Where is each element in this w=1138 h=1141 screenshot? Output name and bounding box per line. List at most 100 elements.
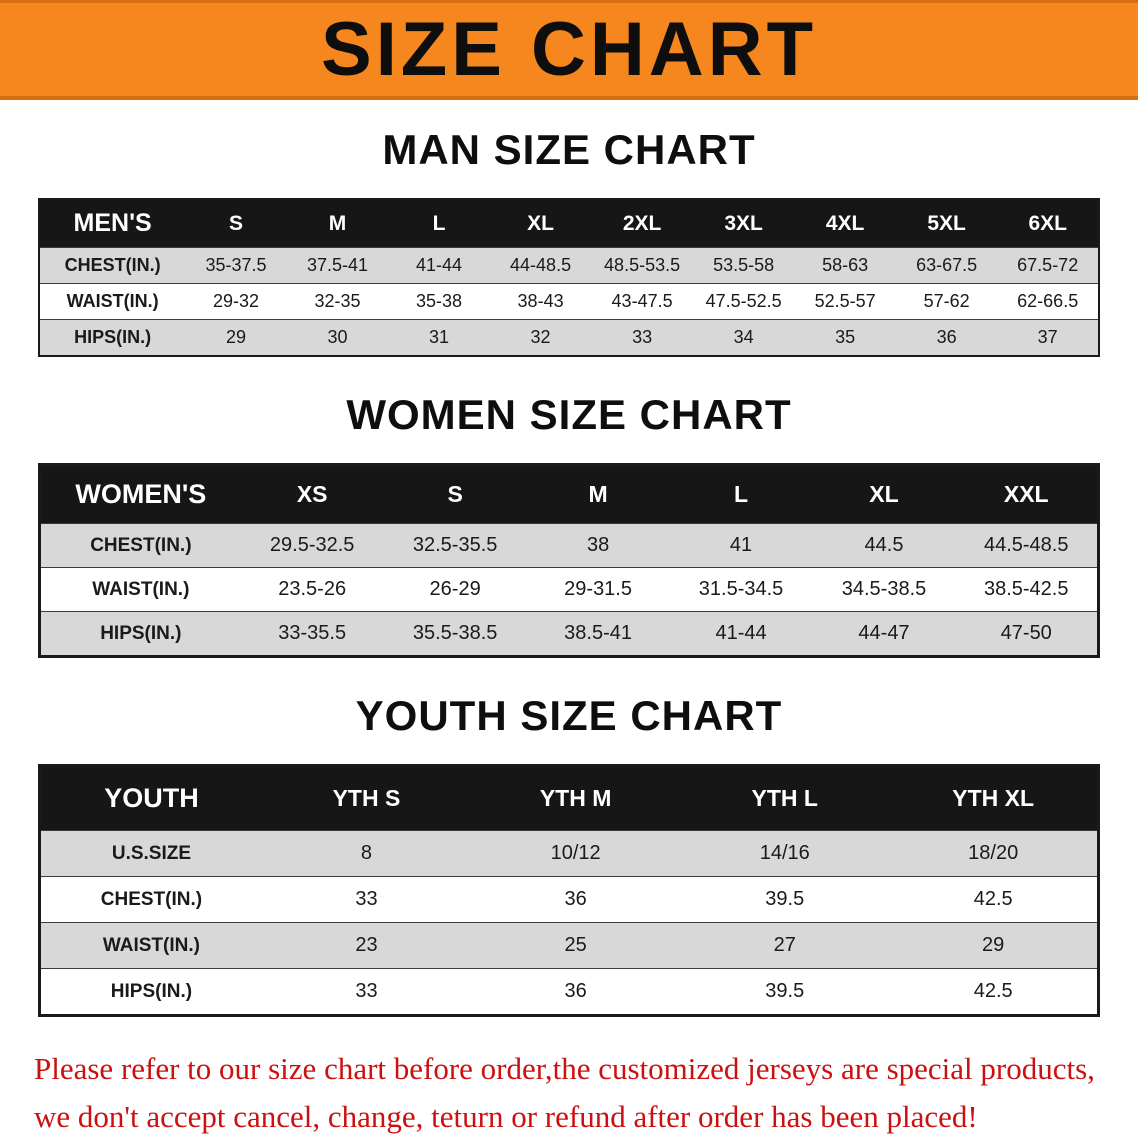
value-cell: 37: [1037, 327, 1058, 347]
size-column-header: M: [526, 464, 670, 524]
value-cell: 29: [982, 934, 1005, 956]
size-column-header: YTH L: [680, 765, 890, 831]
table-row: HIPS(IN.) 29 30 31 32 33 34 35 36 37: [39, 319, 1099, 356]
value-cell: 30: [327, 327, 348, 347]
size-column-header: YTH XL: [889, 765, 1099, 831]
size-column-header: XL: [812, 464, 956, 524]
value-cell: 36: [564, 888, 587, 910]
value-cell: 31: [429, 327, 450, 347]
row-label-cell: WAIST(IN.): [102, 934, 200, 956]
value-cell: 58-63: [822, 255, 869, 275]
size-chart-banner: SIZE CHART: [0, 0, 1138, 100]
order-notice: Please refer to our size chart before or…: [34, 1045, 1108, 1141]
value-cell: 26-29: [429, 578, 481, 600]
table-title-cell: YOUTH: [39, 765, 262, 831]
value-cell: 29-31.5: [564, 578, 632, 600]
value-cell: 36: [564, 980, 587, 1002]
value-cell: 38: [586, 534, 610, 556]
table-row: HIPS(IN.) 33-35.5 35.5-38.5 38.5-41 41-44 44-…: [39, 611, 1099, 657]
value-cell: 52.5-57: [814, 291, 876, 311]
value-cell: 29-32: [213, 291, 260, 311]
value-cell: 38.5-41: [564, 622, 632, 644]
value-cell: 33: [355, 980, 378, 1002]
row-label-cell: CHEST(IN.): [100, 888, 203, 910]
row-label-cell: U.S.SIZE: [111, 842, 192, 864]
youth-size-table: YOUTH YTH S YTH M YTH L YTH XL U.S.SIZE 8 10/12…: [38, 764, 1100, 1017]
value-cell: 67.5-72: [1017, 255, 1079, 275]
value-cell: 25: [564, 934, 587, 956]
value-cell: 39.5: [765, 980, 805, 1002]
value-cell: 23: [355, 934, 378, 956]
men-section-heading: MAN SIZE CHART: [382, 126, 756, 173]
value-cell: 53.5-58: [713, 255, 775, 275]
table-row: WAIST(IN.) 29-32 32-35 35-38 38-43 43-47.5 47.…: [39, 283, 1099, 320]
size-column-header: S: [383, 464, 527, 524]
row-label-cell: CHEST(IN.): [64, 255, 161, 275]
table-row: CHEST(IN.) 35-37.5 37.5-41 41-44 44-48.5 48.5…: [39, 247, 1099, 284]
row-label-cell: HIPS(IN.): [74, 327, 152, 347]
size-column-header: 2XL: [591, 199, 693, 248]
women-section-heading: WOMEN SIZE CHART: [346, 391, 792, 438]
value-cell: 33-35.5: [278, 622, 347, 644]
value-cell: 29.5-32.5: [269, 534, 355, 556]
value-cell: 47.5-52.5: [705, 291, 782, 311]
value-cell: 32-35: [314, 291, 361, 311]
value-cell: 8: [360, 842, 373, 864]
value-cell: 42.5: [973, 888, 1013, 910]
value-cell: 63-67.5: [916, 255, 978, 275]
value-cell: 41: [729, 534, 753, 556]
value-cell: 27: [773, 934, 796, 956]
value-cell: 35-38: [416, 291, 463, 311]
value-cell: 18/20: [968, 842, 1019, 864]
value-cell: 35-37.5: [205, 255, 267, 275]
size-column-header: XL: [489, 199, 592, 248]
value-cell: 37.5-41: [307, 255, 369, 275]
row-label-cell: WAIST(IN.): [66, 291, 159, 311]
value-cell: 41-44: [715, 622, 767, 644]
size-column-header: M: [286, 199, 389, 248]
value-cell: 23.5-26: [278, 578, 347, 600]
value-cell: 33: [355, 888, 378, 910]
table-row: WAIST(IN.) 23 25 27 29: [39, 922, 1099, 969]
size-column-header: XXL: [955, 464, 1099, 524]
value-cell: 14/16: [759, 842, 810, 864]
value-cell: 47-50: [1000, 622, 1052, 644]
order-notice-line-2: we don't accept cancel, change, teturn o…: [34, 1099, 978, 1135]
men-size-table: MEN'S S M L XL 2XL 3XL 4XL 5XL 6XL CHEST(IN.) 35-37…: [38, 198, 1100, 357]
value-cell: 34: [733, 327, 754, 347]
value-cell: 48.5-53.5: [604, 255, 681, 275]
value-cell: 39.5: [765, 888, 805, 910]
row-label-cell: WAIST(IN.): [92, 578, 190, 600]
row-label-cell: CHEST(IN.): [90, 534, 192, 556]
size-column-header: L: [388, 199, 490, 248]
size-column-header: 3XL: [692, 199, 795, 248]
youth-size-section: YOUTH SIZE CHART YOUTH YTH S YTH M YTH L YTH…: [0, 692, 1138, 1017]
value-cell: 44.5: [864, 534, 904, 556]
women-size-section: WOMEN SIZE CHART WOMEN'S XS S M L XL XXL CHEST(…: [0, 391, 1138, 658]
women-size-table: WOMEN'S XS S M L XL XXL CHEST(IN.) 29.5-32.5 32.5…: [38, 463, 1100, 658]
value-cell: 38-43: [517, 291, 564, 311]
youth-section-heading: YOUTH SIZE CHART: [355, 692, 783, 739]
table-title-cell: WOMEN'S: [39, 464, 241, 524]
value-cell: 35: [835, 327, 856, 347]
table-row: CHEST(IN.) 33 36 39.5 42.5: [39, 876, 1099, 923]
value-cell: 44-48.5: [510, 255, 572, 275]
row-label-cell: HIPS(IN.): [110, 980, 193, 1002]
table-row: HIPS(IN.) 33 36 39.5 42.5: [39, 968, 1099, 1016]
table-row: WAIST(IN.) 23.5-26 26-29 29-31.5 31.5-34.5 34…: [39, 567, 1099, 612]
value-cell: 32.5-35.5: [412, 534, 498, 556]
size-column-header: 5XL: [895, 199, 998, 248]
size-column-header: YTH M: [471, 765, 681, 831]
value-cell: 44.5-48.5: [983, 534, 1069, 556]
row-label-cell: HIPS(IN.): [100, 622, 182, 644]
value-cell: 10/12: [550, 842, 601, 864]
value-cell: 38.5-42.5: [983, 578, 1069, 600]
value-cell: 35.5-38.5: [412, 622, 498, 644]
size-column-header: S: [185, 199, 287, 248]
banner-title: SIZE CHART: [321, 6, 817, 92]
value-cell: 36: [936, 327, 957, 347]
table-row: U.S.SIZE 8 10/12 14/16 18/20: [39, 830, 1099, 877]
value-cell: 33: [632, 327, 653, 347]
value-cell: 41-44: [416, 255, 463, 275]
value-cell: 42.5: [973, 980, 1013, 1002]
